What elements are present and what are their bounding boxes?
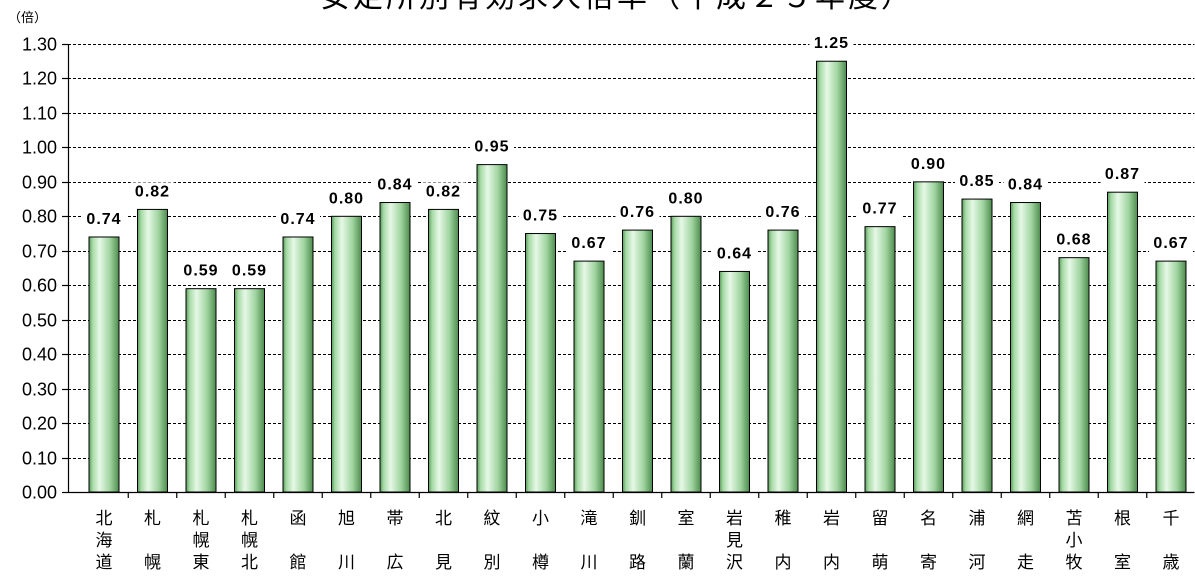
- data-label: 0.80: [668, 190, 703, 207]
- bar: [767, 229, 799, 493]
- data-label: 0.64: [717, 245, 752, 262]
- data-label-background: [324, 189, 369, 208]
- data-label-background: [470, 137, 514, 156]
- data-label-background: [1052, 230, 1096, 249]
- bar: [816, 60, 847, 493]
- bar: [428, 208, 459, 493]
- bar: [476, 164, 508, 493]
- data-label: 0.84: [377, 177, 412, 194]
- bar: [282, 236, 314, 493]
- bar: [1010, 202, 1041, 493]
- data-label-background: [858, 199, 902, 218]
- y-tick-label: 1.20: [22, 69, 57, 89]
- data-label: 0.82: [135, 183, 170, 200]
- bar: [1058, 257, 1090, 493]
- data-label: 0.82: [426, 183, 461, 200]
- x-axis-ticks: [127, 492, 1148, 498]
- bar: [1107, 191, 1138, 493]
- data-label-background: [276, 209, 320, 228]
- data-label: 0.95: [474, 139, 509, 156]
- bar: [88, 236, 120, 493]
- data-label: 0.67: [1153, 235, 1188, 252]
- y-tick-label: 0.50: [22, 311, 57, 331]
- bar: [864, 226, 896, 493]
- y-tick-label: 0.00: [22, 483, 57, 503]
- data-label-background: [82, 209, 126, 228]
- data-label: 0.76: [620, 204, 655, 221]
- bar: [670, 215, 702, 493]
- data-label: 0.87: [1105, 166, 1140, 183]
- data-labels: 0.74 0.82 0.59 0.59 0.74 0.80 0.84 0.82 0.95 0.75…: [82, 34, 1193, 280]
- data-label-background: [809, 34, 854, 53]
- data-label: 0.77: [862, 201, 897, 218]
- data-label-background: [518, 206, 563, 225]
- y-tick-label: 0.60: [22, 276, 57, 296]
- y-tick-label: 0.90: [22, 173, 57, 193]
- bar: [185, 288, 217, 493]
- data-label-background: [615, 203, 660, 222]
- bars: [88, 60, 1187, 493]
- bar: [379, 202, 411, 493]
- bar: [331, 215, 362, 493]
- data-label-background: [130, 182, 175, 201]
- data-label-background: [179, 261, 223, 280]
- data-label: 0.76: [765, 204, 800, 221]
- data-label: 0.59: [232, 263, 267, 280]
- data-label: 0.84: [1008, 177, 1043, 194]
- data-label-background: [421, 182, 466, 201]
- y-tick-label: 0.20: [22, 414, 57, 434]
- y-tick-label: 1.00: [22, 138, 57, 158]
- data-label: 1.25: [814, 35, 849, 52]
- data-label: 0.90: [911, 156, 946, 173]
- data-label-background: [664, 189, 708, 208]
- y-tick-label: 0.40: [22, 345, 57, 365]
- bar: [234, 288, 265, 493]
- data-label: 0.67: [571, 235, 606, 252]
- y-tick-label: 0.10: [22, 449, 57, 469]
- y-tick-label: 1.30: [22, 35, 57, 55]
- bar: [622, 229, 653, 493]
- y-tick-label: 0.80: [22, 207, 57, 227]
- bar: [719, 270, 750, 493]
- bar: [137, 208, 168, 493]
- data-label: 0.68: [1056, 232, 1091, 249]
- bar: [525, 233, 556, 493]
- data-label-background: [1003, 175, 1048, 194]
- y-tick-label: 0.70: [22, 242, 57, 262]
- data-label-background: [1100, 165, 1145, 184]
- data-label-background: [712, 244, 757, 263]
- data-label: 0.74: [280, 211, 315, 228]
- y-tick-label: 1.10: [22, 104, 57, 124]
- data-label: 0.59: [183, 263, 218, 280]
- bar: [913, 181, 944, 493]
- y-tick-label: 0.30: [22, 380, 57, 400]
- y-unit-label: （倍）: [8, 11, 47, 26]
- data-label: 0.75: [523, 208, 558, 225]
- y-axis-ticks: 0.00 0.10 0.20 0.30 0.40 0.50 0.60 0.70 0.80 0.90…: [22, 35, 68, 503]
- bar: [573, 260, 605, 493]
- data-label-background: [373, 175, 417, 194]
- data-label-background: [1149, 234, 1193, 253]
- data-label-background: [955, 172, 999, 191]
- data-label: 0.85: [959, 173, 994, 190]
- data-label-background: [227, 261, 272, 280]
- chart-title: 安定所別有効求人倍率（平成２５年度）: [320, 0, 914, 15]
- data-label-background: [906, 154, 951, 173]
- data-label-background: [761, 203, 805, 222]
- bar: [961, 198, 993, 493]
- data-label-background: [567, 234, 611, 253]
- data-label: 0.80: [329, 190, 364, 207]
- bar: [1155, 260, 1187, 493]
- data-label: 0.74: [86, 211, 121, 228]
